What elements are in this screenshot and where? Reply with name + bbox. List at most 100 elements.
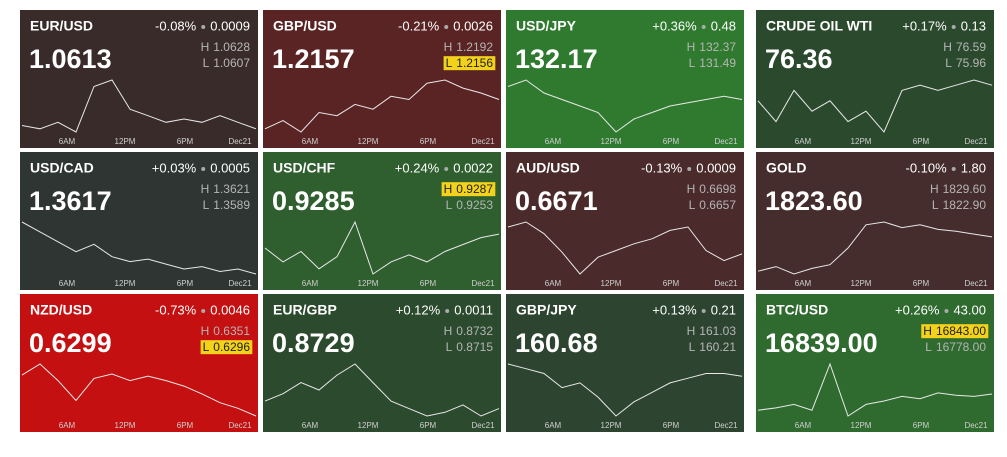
tile-background <box>20 152 258 290</box>
high-label: H 76.59 <box>943 40 986 54</box>
separator-dot <box>444 167 449 171</box>
high-value: 0.9287 <box>456 182 493 196</box>
sparkline <box>507 79 743 133</box>
time-label: 12PM <box>601 279 622 288</box>
ticker-tile[interactable]: CRUDE OIL WTI 0.13 +0.17% 76.36 H 76.59 L 75.96… <box>756 10 994 148</box>
change-abs: 0.48 <box>711 18 736 33</box>
time-label: 12PM <box>115 279 136 288</box>
low-letter: L <box>932 198 939 212</box>
high-value: 1.3621 <box>213 182 250 196</box>
low-label: L 1.2156 <box>446 56 494 70</box>
high-label: H 161.03 <box>687 324 737 338</box>
change-abs: 0.0009 <box>210 18 250 33</box>
high-label: H 16843.00 <box>923 324 986 338</box>
low-label: L 1.0607 <box>203 56 251 70</box>
low-letter: L <box>203 340 210 354</box>
low-letter: L <box>945 56 952 70</box>
low-value: 75.96 <box>956 56 986 70</box>
time-label: 6AM <box>59 279 76 288</box>
change-abs: 1.80 <box>961 160 986 175</box>
low-value: 1.2156 <box>456 56 493 70</box>
time-label: 6AM <box>302 137 319 146</box>
low-label: L 0.9253 <box>446 198 494 212</box>
separator-dot <box>951 167 956 171</box>
high-letter: H <box>687 324 696 338</box>
time-label: 6PM <box>177 421 194 430</box>
change-pct: -0.08% <box>155 18 197 33</box>
low-letter: L <box>689 340 696 354</box>
price: 1.2157 <box>272 44 355 74</box>
time-label: 6AM <box>545 421 562 430</box>
time-label: 12PM <box>601 137 622 146</box>
change-abs: 0.21 <box>711 302 736 317</box>
symbol: GOLD <box>766 160 806 176</box>
tile-background <box>20 294 258 432</box>
high-letter: H <box>687 40 696 54</box>
time-label: 6PM <box>177 279 194 288</box>
change-pct: -0.73% <box>155 302 197 317</box>
change-abs: 0.0011 <box>454 302 493 317</box>
time-label: Dec21 <box>228 421 252 430</box>
separator-dot <box>201 309 206 313</box>
high-value: 0.6698 <box>699 182 736 196</box>
time-label: 6PM <box>663 279 680 288</box>
highlight-box <box>200 340 253 355</box>
time-label: 6PM <box>663 137 680 146</box>
time-label: 6PM <box>420 137 437 146</box>
time-label: 6PM <box>913 137 930 146</box>
time-label: Dec21 <box>714 279 738 288</box>
low-label: L 0.6657 <box>689 198 737 212</box>
low-letter: L <box>203 56 210 70</box>
change-pct: +0.26% <box>895 302 940 317</box>
high-letter: H <box>201 324 210 338</box>
high-letter: H <box>201 40 210 54</box>
symbol: EUR/USD <box>30 18 93 34</box>
change-abs: 0.0009 <box>696 160 736 175</box>
low-letter: L <box>446 340 453 354</box>
time-label: 12PM <box>115 137 136 146</box>
time-label: Dec21 <box>964 137 988 146</box>
low-value: 0.8715 <box>456 340 493 354</box>
high-label: H 0.6351 <box>201 324 251 338</box>
low-label: L 131.49 <box>689 56 737 70</box>
time-label: 6PM <box>663 421 680 430</box>
price: 0.6671 <box>515 186 598 216</box>
change-pct: +0.13% <box>652 302 697 317</box>
high-label: H 0.9287 <box>444 182 494 196</box>
ticker-tile[interactable]: USD/JPY 0.48+0.36%132.17 H 132.37L 131.496AM… <box>506 10 744 148</box>
price: 1.3617 <box>29 186 112 216</box>
high-value: 161.03 <box>699 324 736 338</box>
time-label: Dec21 <box>228 279 252 288</box>
tile-background <box>263 294 501 432</box>
time-label: 6AM <box>59 421 76 430</box>
time-label: Dec21 <box>228 137 252 146</box>
high-label: H 1.2192 <box>444 40 494 54</box>
symbol: AUD/USD <box>516 160 580 176</box>
change-pct: +0.12% <box>396 302 441 317</box>
time-label: Dec21 <box>714 421 738 430</box>
price: 0.9285 <box>272 186 355 216</box>
tile-background <box>756 294 994 432</box>
time-label: 6PM <box>913 421 930 430</box>
sparkline <box>21 363 257 417</box>
highlight-box <box>921 324 989 339</box>
ticker-tile[interactable]: BTC/USD 43.00 +0.26% 16839.00 H 16843.00 L 1677… <box>756 294 994 432</box>
time-label: 6PM <box>177 137 194 146</box>
high-letter: H <box>444 40 453 54</box>
time-label: 12PM <box>601 421 622 430</box>
ticker-tile[interactable]: GOLD 1.80 -0.10% 1823.60 H 1829.60 L 1822.90 6AM… <box>756 152 994 290</box>
symbol: USD/CHF <box>273 160 336 176</box>
symbol: BTC/USD <box>766 302 828 318</box>
ticker-tile[interactable]: GBP/JPY 0.21+0.13%160.68 H 161.03L 160.216AM… <box>506 294 744 432</box>
price: 0.6299 <box>29 328 112 358</box>
sparkline <box>757 221 993 275</box>
price: 16839.00 <box>765 328 878 358</box>
